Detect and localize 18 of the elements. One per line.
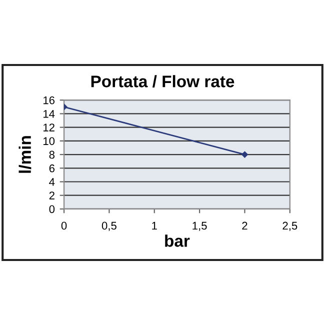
x-tick-label: 2,5 (282, 222, 298, 231)
chart-title: Portata / Flow rate (91, 75, 234, 88)
y-axis-title: l/min (18, 136, 32, 173)
y-tick-label: 2 (49, 192, 54, 200)
y-tick-label: 8 (49, 150, 55, 159)
x-axis-title: bar (165, 234, 190, 247)
x-tick-label: 0,5 (102, 222, 116, 231)
x-tick-label: 1 (152, 222, 157, 230)
y-tick-label: 0 (49, 205, 55, 214)
y-tick-label: 4 (49, 178, 55, 186)
y-tick-label: 10 (43, 137, 55, 146)
x-tick-label: 1,5 (192, 222, 207, 231)
y-tick-label: 6 (49, 164, 55, 172)
x-tick-label: 2 (242, 222, 248, 230)
y-tick-label: 14 (43, 110, 55, 118)
y-tick-label: 16 (43, 96, 55, 104)
y-tick-label: 12 (43, 124, 54, 132)
x-tick-label: 0 (61, 222, 67, 230)
